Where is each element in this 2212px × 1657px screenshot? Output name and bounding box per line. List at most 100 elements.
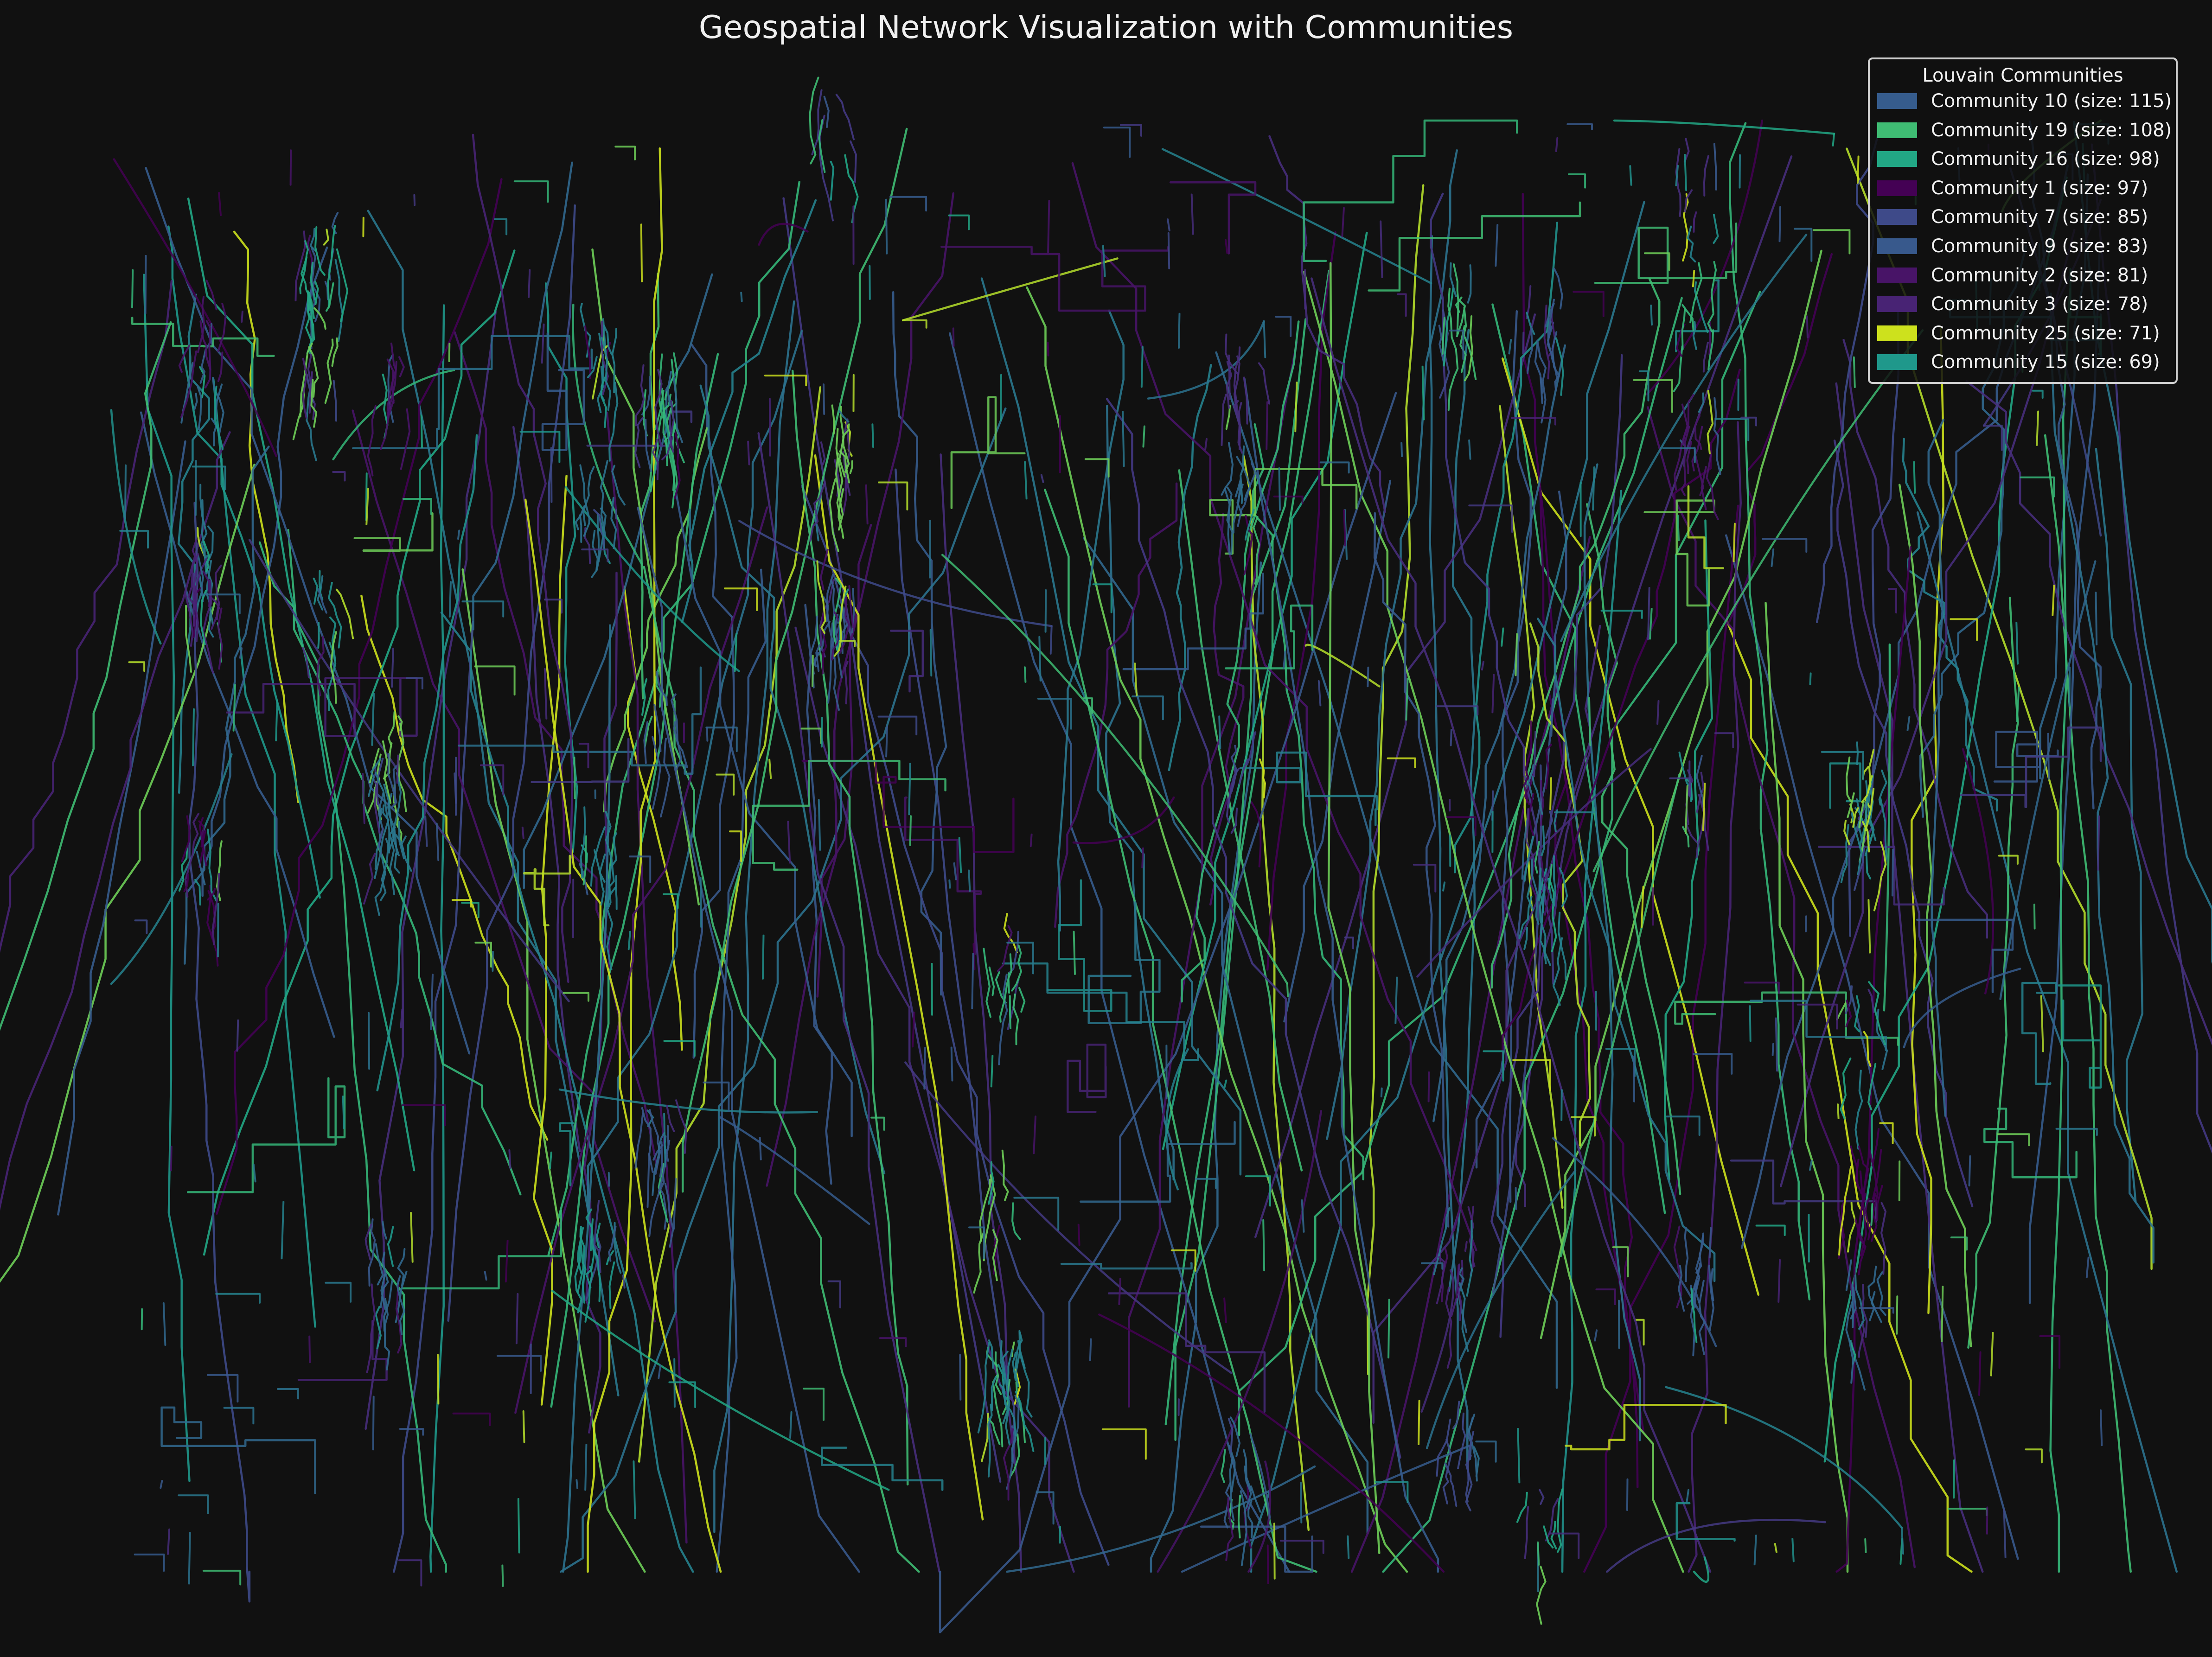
network-edge [1237, 1494, 1241, 1539]
network-edge [406, 677, 423, 689]
network-edge [1523, 927, 1528, 950]
network-edge [1561, 490, 1623, 1573]
network-edge [595, 1223, 601, 1249]
network-edge [652, 1132, 665, 1196]
legend-item-community-1: Community 1 (size: 97) [1877, 175, 2174, 201]
network-edge [1238, 402, 1242, 451]
network-edge [981, 1413, 989, 1462]
network-edge [1764, 602, 1849, 1573]
network-edge [192, 708, 195, 766]
network-edge [1999, 560, 2097, 1001]
network-edge [661, 388, 668, 466]
network-edge [1448, 329, 1476, 1292]
network-edge [987, 1403, 993, 1478]
network-edge [1242, 455, 1310, 1531]
network-edge [1855, 1159, 1862, 1194]
network-edge [611, 328, 617, 394]
network-edge [1006, 1465, 1316, 1573]
network-edge [1675, 279, 1720, 352]
network-edge [400, 835, 412, 872]
network-edge [1536, 1565, 1547, 1625]
network-edge [663, 893, 679, 909]
network-edge [474, 665, 516, 696]
network-edge [1662, 447, 1696, 463]
network-edge [1540, 825, 1546, 860]
network-edge [787, 821, 791, 864]
network-edge [1664, 519, 1713, 1181]
network-edge [277, 1388, 299, 1400]
network-edge [1015, 1391, 1035, 1452]
legend-item-community-7: Community 7 (size: 85) [1877, 204, 2174, 230]
network-edge [1457, 1412, 1466, 1470]
network-edge [297, 1319, 388, 1381]
network-edge [396, 1275, 405, 1335]
network-edge [833, 586, 847, 657]
network-edge [592, 1249, 601, 1302]
network-edge [1023, 666, 1027, 683]
network-edge [823, 96, 830, 128]
network-edge [1243, 376, 1248, 425]
network-edge [1545, 1498, 1559, 1542]
network-edge [1273, 495, 1304, 504]
network-edge [1867, 775, 1874, 825]
network-edge [196, 851, 206, 886]
network-edge [1686, 441, 1692, 474]
network-edge [1247, 1460, 1272, 1573]
network-edge [402, 1104, 446, 1127]
network-edge [1692, 270, 1695, 287]
network-edge [838, 595, 850, 654]
network-edge [1687, 485, 1725, 569]
network-edge [160, 1406, 316, 1494]
network-edge [1011, 1395, 1020, 1462]
network-edge [1689, 262, 1703, 324]
network-edge [656, 671, 668, 706]
network-edge [764, 375, 807, 387]
network-edge [1122, 411, 1125, 467]
network-edge [1225, 604, 1314, 669]
network-edge [1600, 610, 1643, 619]
network-edge [1880, 1202, 1887, 1275]
network-edge [199, 484, 208, 565]
network-edge [302, 647, 310, 678]
network-edge [1457, 1263, 1462, 1321]
network-edge [705, 727, 738, 752]
network-edge [850, 140, 857, 183]
network-edge [812, 655, 814, 687]
network-edge [199, 320, 211, 371]
network-edge [1595, 1288, 1616, 1306]
network-edge [1565, 1403, 1727, 1451]
network-edge [1878, 769, 1887, 806]
network-edge [1443, 287, 1454, 367]
network-edge [1195, 1178, 1217, 1189]
network-edge [1568, 173, 1586, 189]
network-edge [1838, 1166, 1852, 1256]
network-edge [1647, 587, 1650, 640]
network-edge [192, 465, 226, 490]
network-edge [747, 440, 750, 465]
network-edge [653, 704, 662, 752]
network-edge [1650, 304, 1653, 326]
network-edge [494, 218, 508, 236]
network-edge [901, 257, 1119, 322]
network-edge [1863, 1031, 1872, 1067]
network-edge [579, 514, 582, 543]
network-edge [1566, 123, 1593, 130]
legend-item-community-25: Community 25 (size: 71) [1877, 320, 2174, 346]
network-edge [578, 743, 589, 769]
network-edge [671, 693, 682, 772]
network-edge [1442, 1439, 1452, 1504]
network-edge [275, 700, 278, 742]
network-edge [814, 481, 823, 542]
network-edge [209, 596, 220, 610]
network-edge [1583, 463, 1641, 1441]
network-edge [202, 593, 241, 614]
network-edge [1674, 403, 1688, 491]
network-edge [131, 317, 275, 357]
network-edge [1848, 310, 1900, 937]
network-edge [646, 1153, 650, 1208]
network-edge [397, 722, 407, 812]
network-edge [1710, 1268, 1714, 1301]
network-edge [196, 384, 202, 430]
network-edge [1518, 896, 1533, 939]
